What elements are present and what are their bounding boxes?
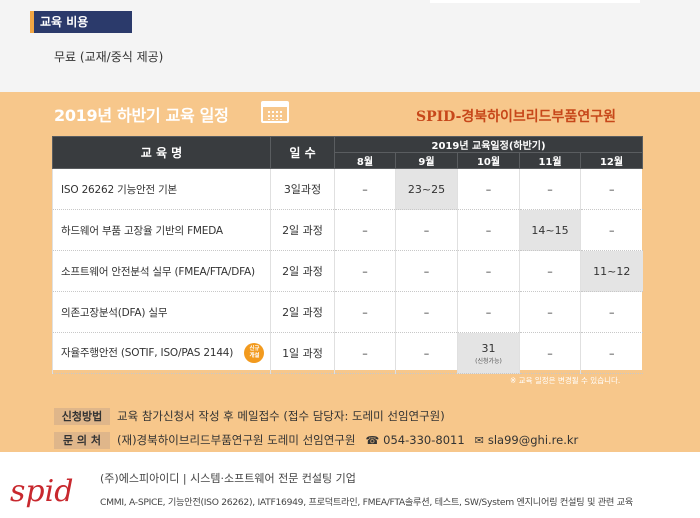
month-date: 31 <box>481 341 496 355</box>
inquiry-label: 문 의 처 <box>54 431 110 449</box>
contact-section: 신청방법 교육 참가신청서 작성 후 메일접수 (접수 담당자: 도레미 선임연… <box>54 404 614 452</box>
availability-note: (신청가능) <box>475 357 502 365</box>
month-cell: – <box>519 332 581 374</box>
month-cell: – <box>395 209 458 251</box>
month-cell: – <box>457 250 520 292</box>
table-row: 소프트웨어 안전분석 실무 (FMEA/FTA/DFA) 2일 과정 – – –… <box>52 250 643 292</box>
month-cell: – <box>457 291 520 333</box>
course-duration: 2일 과정 <box>270 291 335 333</box>
header-period: 2019년 교육일정(하반기) <box>333 136 644 153</box>
month-cell: – <box>334 250 396 292</box>
header-month: 8월 <box>334 152 396 169</box>
month-cell: – <box>457 209 520 251</box>
month-cell: 23~25 <box>395 168 458 210</box>
apply-row: 신청방법 교육 참가신청서 작성 후 메일접수 (접수 담당자: 도레미 선임연… <box>54 404 614 428</box>
header-month: 9월 <box>395 152 458 169</box>
company-line: (주)에스피아이디 | 시스템·소프트웨어 전문 컨설팅 기업 <box>100 472 356 485</box>
cost-section: 교육 비용 무료 (교재/중식 제공) <box>0 0 700 92</box>
month-cell: – <box>519 168 581 210</box>
month-cell: – <box>334 291 396 333</box>
email-address[interactable]: sla99@ghi.re.kr <box>487 433 579 447</box>
month-cell: – <box>334 168 396 210</box>
header-month: 11월 <box>519 152 581 169</box>
course-duration: 2일 과정 <box>270 250 335 292</box>
course-duration: 3일과정 <box>270 168 335 210</box>
month-cell: – <box>519 291 581 333</box>
month-cell: – <box>579 209 643 251</box>
course-name: ISO 26262 기능안전 기본 <box>52 168 271 210</box>
footer <box>0 452 700 518</box>
organizer-title: SPID-경북하이브리드부품연구원 <box>416 109 616 125</box>
table-row: 의존고장분석(DFA) 실무 2일 과정 – – – – – <box>52 291 643 333</box>
calendar-icon <box>261 101 289 123</box>
course-duration: 2일 과정 <box>270 209 335 251</box>
course-name-cell: 자율주행안전 (SOTIF, ISO/PAS 2144) 신규 개설 <box>52 332 271 374</box>
phone-icon: ☎ <box>365 433 380 447</box>
new-course-badge: 신규 개설 <box>244 343 265 363</box>
month-cell: – <box>519 250 581 292</box>
phone-number[interactable]: 054-330-8011 <box>383 433 465 447</box>
header-course: 교 육 명 <box>52 136 271 169</box>
month-cell: – <box>579 332 643 374</box>
month-cell: – <box>395 332 458 374</box>
course-name: 하드웨어 부품 고장율 기반의 FMEDA <box>52 209 271 251</box>
header-days: 일 수 <box>270 136 335 169</box>
header-month: 12월 <box>579 152 644 169</box>
course-name: 자율주행안전 (SOTIF, ISO/PAS 2144) <box>61 347 234 359</box>
course-name: 의존고장분석(DFA) 실무 <box>52 291 271 333</box>
schedule-title: 2019년 하반기 교육 일정 <box>54 106 229 125</box>
services-line: CMMI, A-SPICE, 기능안전(ISO 26262), IATF1694… <box>100 497 633 508</box>
divider <box>430 0 640 3</box>
header-month: 10월 <box>457 152 520 169</box>
inquiry-text: (재)경북하이브리드부품연구원 도레미 선임연구원 <box>117 433 356 447</box>
mail-icon: ✉ <box>474 433 484 447</box>
course-duration: 1일 과정 <box>270 332 335 374</box>
month-cell: – <box>457 168 520 210</box>
table-row: ISO 26262 기능안전 기본 3일과정 – 23~25 – – – <box>52 168 643 210</box>
schedule-table: 교 육 명 일 수 2019년 교육일정(하반기) 8월 9월 10월 11월 … <box>52 136 644 374</box>
month-cell: – <box>579 291 643 333</box>
month-cell: – <box>334 209 396 251</box>
course-name: 소프트웨어 안전분석 실무 (FMEA/FTA/DFA) <box>52 250 271 292</box>
cost-label: 교육 비용 <box>30 11 132 33</box>
month-cell: – <box>579 168 643 210</box>
month-cell: – <box>395 250 458 292</box>
table-row: 하드웨어 부품 고장율 기반의 FMEDA 2일 과정 – – – 14~15 … <box>52 209 643 251</box>
badge-line: 개설 <box>249 353 260 359</box>
month-cell: 11~12 <box>579 250 643 292</box>
schedule-note: ※ 교육 일정은 변경될 수 있습니다. <box>510 376 621 385</box>
month-cell: 31 (신청가능) <box>457 332 520 374</box>
spid-logo: spid <box>10 474 73 509</box>
table-row: 자율주행안전 (SOTIF, ISO/PAS 2144) 신규 개설 1일 과정 … <box>52 332 643 374</box>
inquiry-row: 문 의 처 (재)경북하이브리드부품연구원 도레미 선임연구원 ☎ 054-33… <box>54 428 614 452</box>
badge-line: 신규 <box>249 346 260 352</box>
apply-text: 교육 참가신청서 작성 후 메일접수 (접수 담당자: 도레미 선임연구원) <box>117 409 445 423</box>
cost-text: 무료 (교재/중식 제공) <box>54 50 164 64</box>
month-cell: – <box>334 332 396 374</box>
month-cell: – <box>395 291 458 333</box>
month-cell: 14~15 <box>519 209 581 251</box>
apply-label: 신청방법 <box>54 407 110 425</box>
logo-text: spid <box>10 474 73 509</box>
